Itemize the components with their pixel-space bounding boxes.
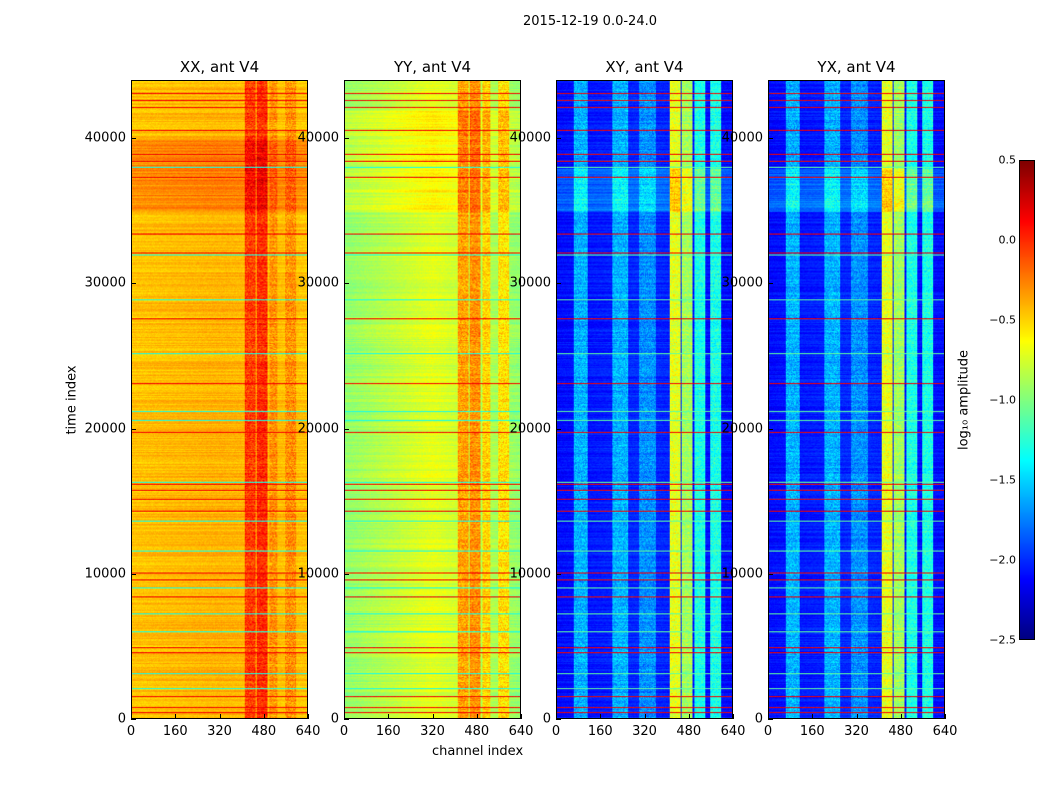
colorbar-tick-label: −0.5 — [989, 313, 1016, 327]
x-tick-label: 480 — [888, 724, 914, 739]
colorbar-tick-label: −2.0 — [989, 553, 1016, 567]
x-tick-label: 160 — [375, 724, 401, 739]
x-tick-mark — [900, 714, 902, 719]
y-tick-label: 30000 — [84, 275, 126, 291]
y-tick-label: 30000 — [509, 275, 551, 291]
x-tick-label: 480 — [251, 724, 277, 739]
x-tick-mark — [263, 714, 265, 719]
y-tick-mark — [131, 138, 136, 140]
y-tick-label: 10000 — [721, 566, 763, 582]
y-tick-label: 20000 — [721, 421, 763, 437]
y-tick-mark — [768, 283, 773, 285]
y-tick-label: 40000 — [509, 130, 551, 146]
x-tick-mark — [388, 714, 390, 719]
y-tick-mark — [344, 283, 349, 285]
x-tick-mark — [432, 714, 434, 719]
y-tick-label: 20000 — [509, 421, 551, 437]
x-tick-label: 0 — [126, 724, 136, 739]
x-tick-mark — [556, 714, 557, 719]
x-tick-label: 480 — [464, 724, 490, 739]
x-tick-label: 320 — [844, 724, 869, 739]
y-tick-label: 20000 — [297, 421, 339, 437]
x-tick-mark — [768, 714, 769, 719]
y-tick-mark — [556, 428, 561, 430]
y-tick-mark — [131, 719, 136, 720]
x-tick-mark — [131, 714, 132, 719]
y-tick-label: 40000 — [297, 130, 339, 146]
y-tick-mark — [768, 573, 773, 575]
y-tick-label: 0 — [117, 711, 126, 727]
x-tick-mark — [600, 714, 602, 719]
y-tick-label: 0 — [542, 711, 551, 727]
y-tick-label: 0 — [330, 711, 339, 727]
x-tick-label: 320 — [632, 724, 657, 739]
x-tick-label: 480 — [676, 724, 702, 739]
x-tick-label: 160 — [162, 724, 188, 739]
y-tick-mark — [344, 719, 349, 720]
figure-title: 2015-12-19 0.0-24.0 — [523, 14, 657, 29]
panel-title: YY, ant V4 — [393, 58, 471, 76]
x-tick-mark — [521, 714, 522, 719]
x-tick-label: 640 — [720, 724, 746, 739]
x-tick-label: 640 — [932, 724, 958, 739]
x-tick-mark — [812, 714, 814, 719]
x-tick-mark — [219, 714, 221, 719]
panel-title: XX, ant V4 — [179, 58, 260, 76]
y-tick-label: 40000 — [721, 130, 763, 146]
x-tick-label: 0 — [339, 724, 349, 739]
y-tick-mark — [768, 428, 773, 430]
y-tick-mark — [344, 138, 349, 140]
x-tick-label: 640 — [295, 724, 321, 739]
x-tick-mark — [175, 714, 177, 719]
heatmap-yx — [768, 80, 945, 719]
x-tick-label: 0 — [763, 724, 773, 739]
colorbar-tick-label: 0.0 — [998, 233, 1017, 247]
x-tick-mark — [688, 714, 690, 719]
y-tick-mark — [768, 138, 773, 140]
colorbar-label: log₁₀ amplitude — [956, 349, 972, 451]
y-tick-label: 0 — [754, 711, 763, 727]
y-tick-mark — [556, 719, 561, 720]
panel-title: YX, ant V4 — [817, 58, 896, 76]
panel-title: XY, ant V4 — [605, 58, 684, 76]
heatmap-xx — [131, 80, 308, 719]
y-tick-mark — [556, 283, 561, 285]
colorbar — [1019, 160, 1035, 640]
y-tick-mark — [344, 428, 349, 430]
y-tick-mark — [131, 283, 136, 285]
y-tick-label: 30000 — [297, 275, 339, 291]
y-tick-mark — [768, 719, 773, 720]
y-tick-label: 10000 — [297, 566, 339, 582]
x-tick-mark — [476, 714, 478, 719]
y-tick-label: 40000 — [84, 130, 126, 146]
x-tick-mark — [308, 714, 309, 719]
x-tick-label: 320 — [207, 724, 232, 739]
heatmap-xy — [556, 80, 733, 719]
y-tick-mark — [131, 428, 136, 430]
x-tick-label: 160 — [799, 724, 825, 739]
x-tick-mark — [856, 714, 858, 719]
colorbar-tick-label: 0.5 — [998, 153, 1017, 167]
x-tick-mark — [733, 714, 734, 719]
y-tick-mark — [131, 573, 136, 575]
colorbar-tick-label: −1.0 — [989, 393, 1016, 407]
x-axis-label: channel index — [432, 744, 524, 759]
x-tick-label: 160 — [587, 724, 613, 739]
y-tick-label: 10000 — [84, 566, 126, 582]
y-tick-label: 10000 — [509, 566, 551, 582]
x-tick-mark — [945, 714, 946, 719]
y-tick-mark — [556, 138, 561, 140]
y-tick-mark — [556, 573, 561, 575]
y-tick-label: 20000 — [84, 421, 126, 437]
colorbar-tick-label: −1.5 — [989, 473, 1016, 487]
y-tick-mark — [344, 573, 349, 575]
x-tick-label: 640 — [508, 724, 534, 739]
x-tick-label: 320 — [420, 724, 445, 739]
y-tick-label: 30000 — [721, 275, 763, 291]
heatmap-yy — [344, 80, 521, 719]
colorbar-tick-label: −2.5 — [989, 633, 1016, 647]
x-tick-label: 0 — [551, 724, 561, 739]
x-tick-mark — [344, 714, 345, 719]
x-tick-mark — [644, 714, 646, 719]
